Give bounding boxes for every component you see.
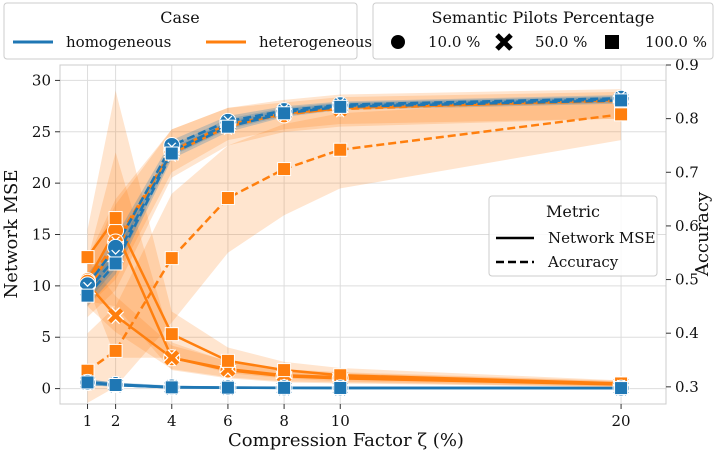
legend-metric: Metric Network MSE Accuracy <box>488 195 658 277</box>
y-right-tick-label: 0.7 <box>675 163 699 181</box>
data-point-heterogeneous-accuracy-square <box>108 343 123 358</box>
legend-case-title: Case <box>160 8 199 27</box>
data-point-homogeneous-accuracy-square <box>164 146 179 161</box>
data-point-heterogeneous-mse-square <box>220 353 235 368</box>
data-point-homogeneous-mse-square <box>108 377 123 392</box>
series-markers <box>79 89 630 397</box>
x-axis-label: Compression Factor ζ (%) <box>228 430 464 451</box>
y-left-tick-label: 0 <box>41 380 51 398</box>
y-right-tick-label: 0.5 <box>675 271 699 289</box>
data-point-homogeneous-mse-square <box>614 381 629 396</box>
y-left-tick-label: 25 <box>32 123 51 141</box>
data-point-homogeneous-accuracy-square <box>108 256 123 271</box>
legend-label-accuracy: Accuracy <box>547 253 619 271</box>
y-right-tick-label: 0.6 <box>675 217 699 235</box>
legend-label-100-percent: 100.0 % <box>645 33 707 51</box>
legend-metric-title: Metric <box>546 202 600 221</box>
data-point-homogeneous-accuracy-square <box>80 288 95 303</box>
data-point-heterogeneous-mse-x <box>164 350 180 366</box>
data-point-heterogeneous-accuracy-square <box>220 191 235 206</box>
data-point-homogeneous-accuracy-square <box>220 119 235 134</box>
y-right-tick-label: 0.3 <box>675 378 699 396</box>
legend-pilots: Semantic Pilots Percentage 10.0 % 50.0 %… <box>372 2 714 60</box>
data-point-heterogeneous-mse-square <box>80 250 95 265</box>
x-tick-label: 20 <box>612 412 631 430</box>
legend-x-marker-icon <box>495 33 513 51</box>
legend-metric-box <box>488 195 658 277</box>
data-point-homogeneous-mse-square <box>80 375 95 390</box>
x-tick-label: 1 <box>83 412 93 430</box>
ci-band-heterogeneous-mse <box>87 90 622 387</box>
legend-label-heterogeneous: heterogeneous <box>259 33 372 51</box>
x-tick-label: 2 <box>111 412 121 430</box>
y-left-tick-label: 30 <box>32 71 51 89</box>
legend-label-50-percent: 50.0 % <box>535 33 587 51</box>
y-left-tick-label: 10 <box>32 277 51 295</box>
ci-band-heterogeneous-accuracy <box>87 89 622 318</box>
legend-case: Case homogeneous heterogeneous <box>3 2 372 60</box>
data-point-heterogeneous-mse-square <box>164 327 179 342</box>
data-point-homogeneous-mse-square <box>277 380 292 395</box>
x-tick-label: 10 <box>331 412 350 430</box>
x-tick-label: 6 <box>223 412 233 430</box>
y-axis-left-label: Network MSE <box>1 169 22 298</box>
ci-band-heterogeneous-accuracy <box>87 97 622 403</box>
legend-label-10-percent: 10.0 % <box>428 33 480 51</box>
y-axis-right-label: Accuracy <box>692 191 713 277</box>
data-point-heterogeneous-accuracy-square <box>614 107 629 122</box>
data-point-heterogeneous-mse-square <box>277 363 292 378</box>
data-point-heterogeneous-mse-square <box>108 211 123 226</box>
y-right-tick-label: 0.4 <box>675 324 699 342</box>
y-right-tick-label: 0.8 <box>675 110 699 128</box>
axes: 1 2 4 6 8 10 20 0 5 10 15 20 25 30 0.3 0.4 0.5 0.6 0.7 0.8 0… <box>32 56 699 430</box>
ci-band-heterogeneous-accuracy <box>87 91 622 307</box>
data-point-heterogeneous-mse-x <box>108 308 124 324</box>
y-right-tick-label: 0.9 <box>675 56 699 74</box>
data-point-homogeneous-mse-square <box>164 380 179 395</box>
legend-square-marker-icon <box>605 35 619 49</box>
data-point-homogeneous-mse-square <box>333 380 348 395</box>
data-point-homogeneous-mse-square <box>220 380 235 395</box>
legend-pilots-title: Semantic Pilots Percentage <box>432 8 655 27</box>
data-point-homogeneous-accuracy-square <box>614 93 629 108</box>
legend-circle-marker-icon <box>391 35 405 49</box>
data-point-heterogeneous-accuracy-square <box>277 162 292 177</box>
legend-pilots-box <box>372 2 714 60</box>
y-left-tick-label: 15 <box>32 226 51 244</box>
data-point-heterogeneous-accuracy-square <box>164 251 179 266</box>
y-left-tick-label: 20 <box>32 174 51 192</box>
legend-case-box <box>3 2 358 60</box>
data-point-homogeneous-accuracy-square <box>277 106 292 121</box>
legend-label-network-mse: Network MSE <box>548 229 656 247</box>
x-tick-label: 8 <box>279 412 289 430</box>
data-point-heterogeneous-accuracy-square <box>333 142 348 157</box>
legend-label-homogeneous: homogeneous <box>66 33 171 51</box>
data-point-homogeneous-accuracy-square <box>333 99 348 114</box>
x-tick-label: 4 <box>167 412 177 430</box>
y-left-tick-label: 5 <box>41 328 51 346</box>
